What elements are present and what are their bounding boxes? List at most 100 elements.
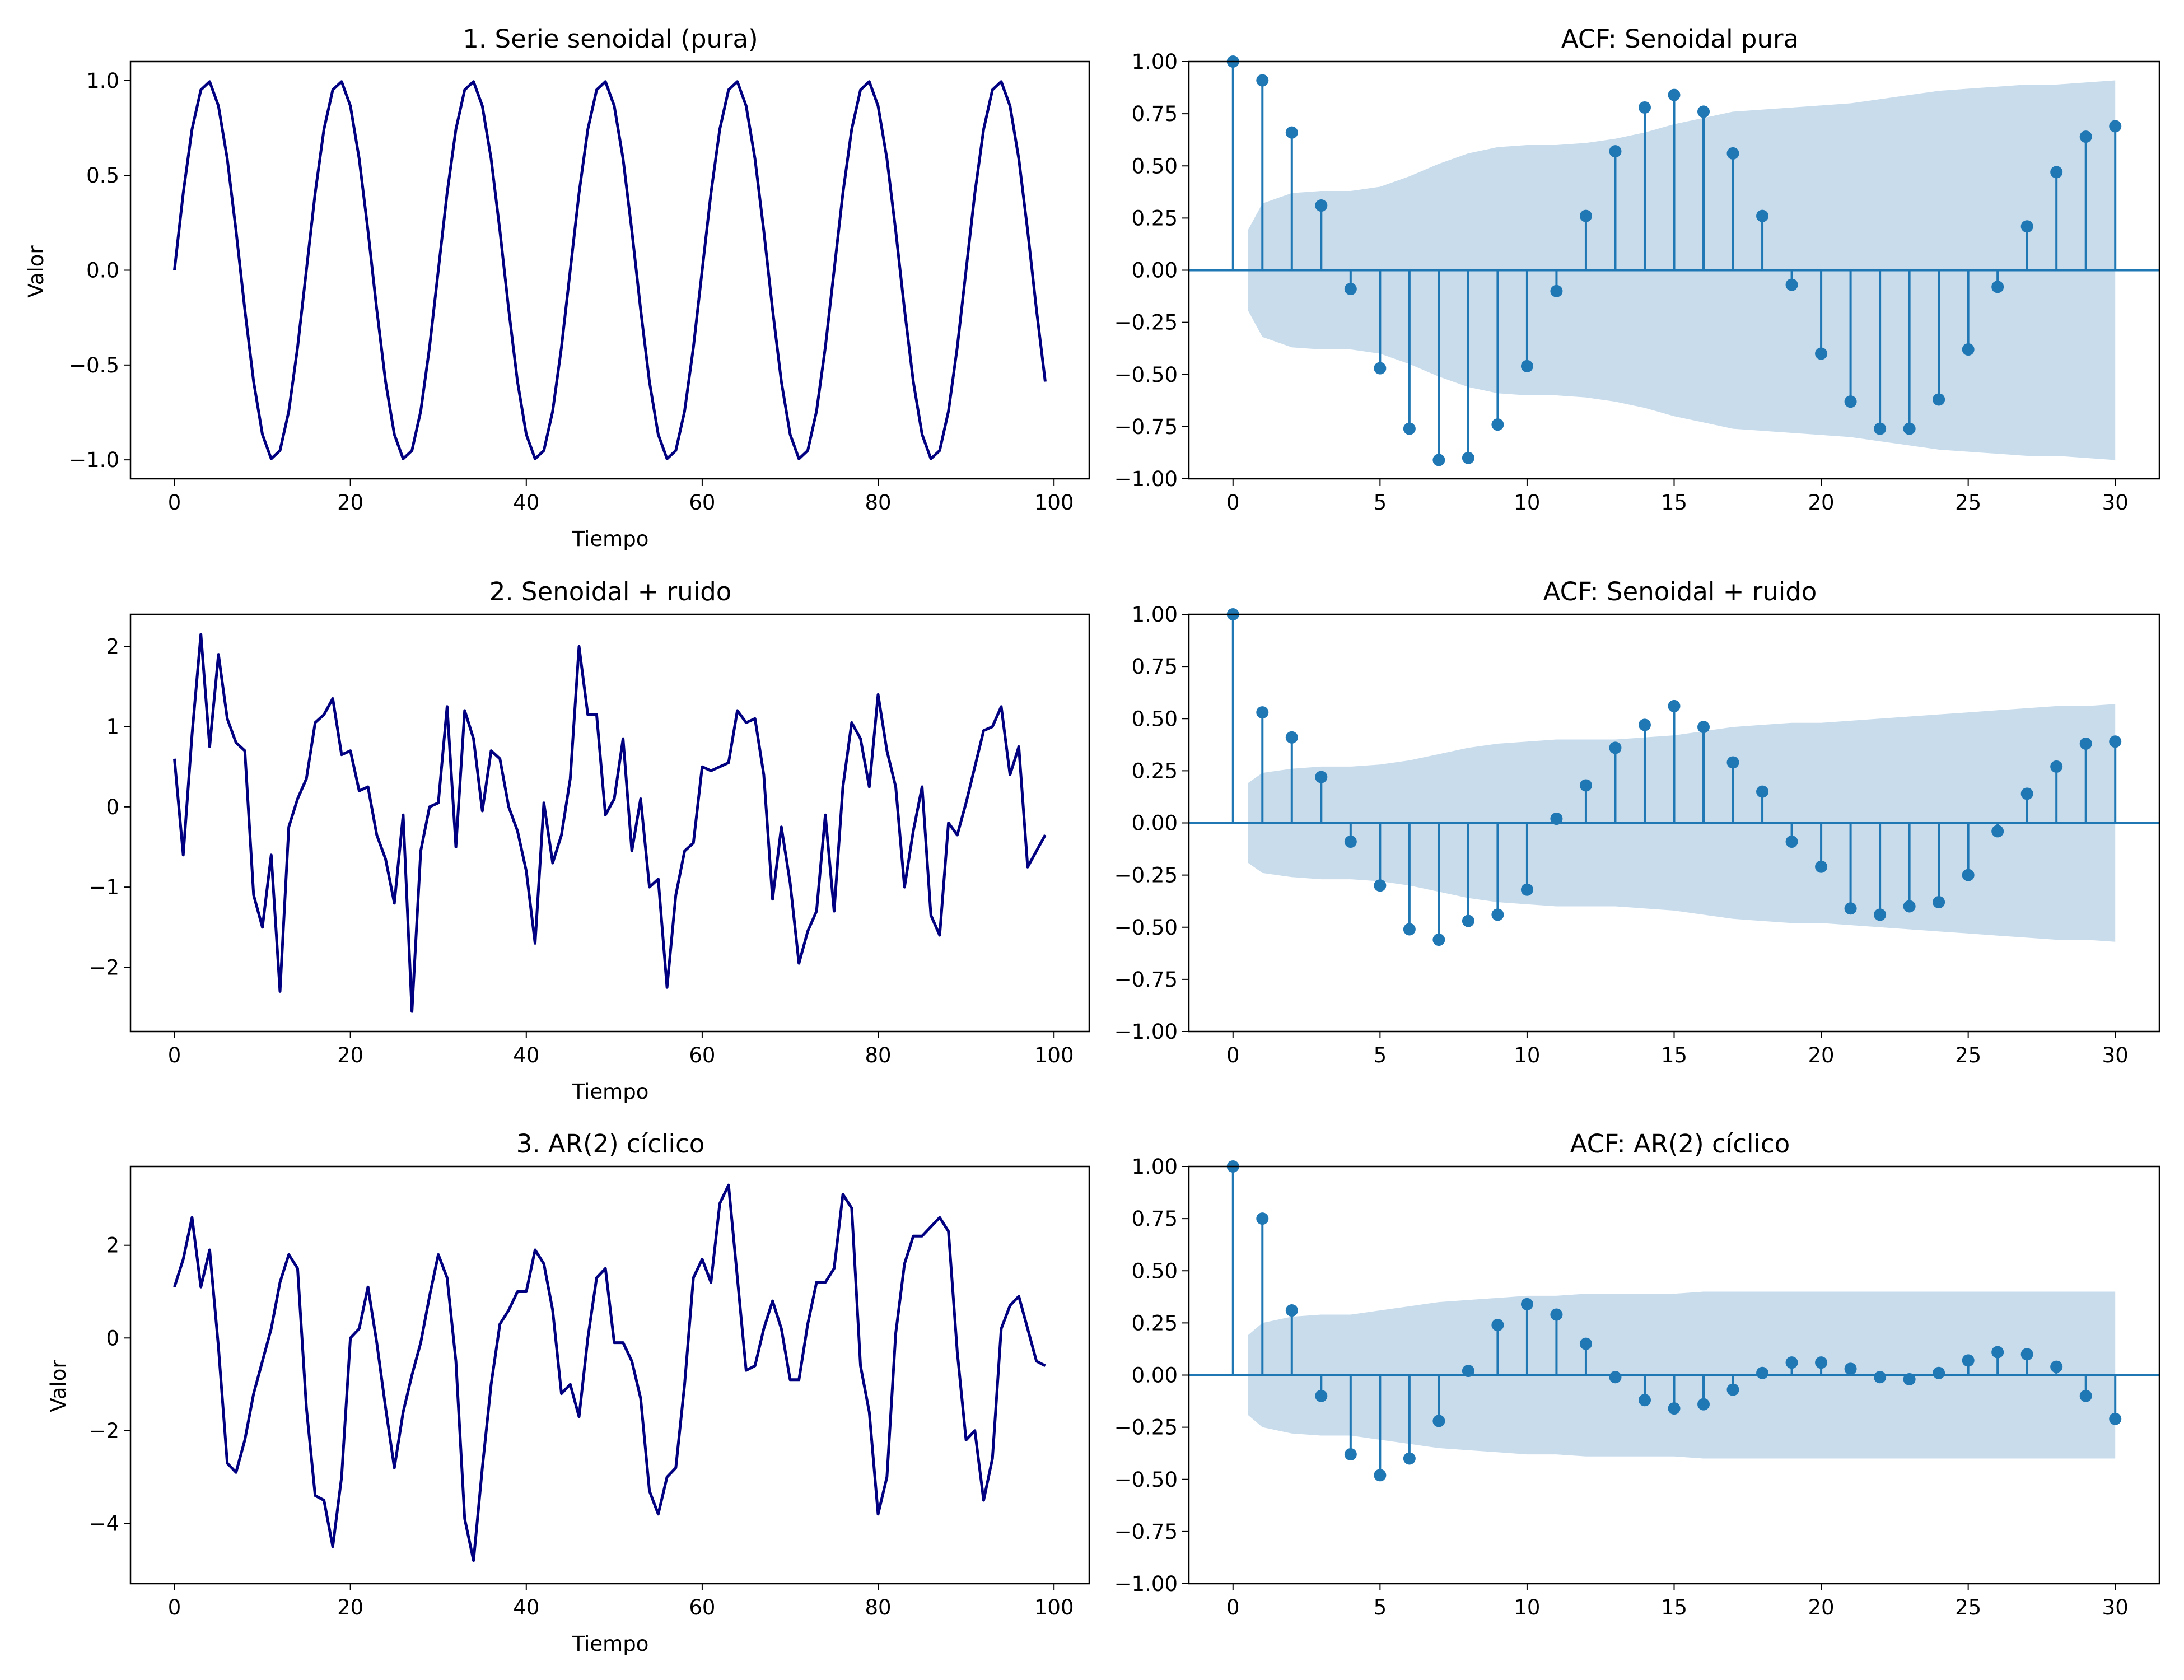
plot-area: 0 20 40 60 80 100 −2 −1 0 1 2 <box>88 613 1090 1067</box>
acf-marker <box>1756 209 1769 222</box>
acf-marker <box>1697 721 1710 734</box>
axes-frame <box>1188 1165 2160 1585</box>
acf-marker <box>1344 1448 1357 1461</box>
x-tick-label: 0 <box>1226 1595 1240 1620</box>
acf-marker <box>1815 860 1828 873</box>
acf-marker <box>1374 362 1387 375</box>
acf-marker <box>2020 1348 2033 1361</box>
x-tick-label: 0 <box>168 491 181 515</box>
x-tick-label: 80 <box>865 1043 891 1067</box>
acf-marker <box>2109 120 2122 133</box>
acf-marker <box>1874 1371 1887 1384</box>
acf-marker <box>1785 836 1798 848</box>
x-tick-label: 10 <box>1514 1595 1540 1620</box>
y-tick-label: −1.00 <box>1114 1020 1178 1044</box>
acf-marker <box>1315 1389 1328 1402</box>
acf-marker <box>1550 1308 1563 1321</box>
acf-marker <box>1668 88 1681 101</box>
acf-marker <box>1315 199 1328 212</box>
acf-marker <box>1815 1356 1828 1369</box>
y-tick-label: −1.0 <box>69 448 119 472</box>
x-tick-label: 15 <box>1661 1595 1687 1620</box>
acf-marker <box>1844 395 1857 408</box>
plot-area: 0 20 40 60 80 100 −4 −2 0 2 <box>88 1165 1090 1620</box>
acf-marker <box>1609 1371 1622 1384</box>
acf-marker <box>1844 1362 1857 1375</box>
y-tick-label: −0.5 <box>69 353 119 377</box>
acf-marker <box>1756 1366 1769 1379</box>
x-tick-label: 15 <box>1661 491 1687 515</box>
acf-marker <box>1668 1402 1681 1415</box>
acf-marker <box>1344 836 1357 848</box>
acf-marker <box>1726 756 1739 769</box>
acf-marker <box>1432 454 1445 466</box>
x-tick-label: 5 <box>1374 491 1387 515</box>
acf-marker <box>1638 1394 1651 1407</box>
x-tick-label: 15 <box>1661 1043 1687 1067</box>
acf-marker <box>1256 1212 1269 1225</box>
acf-marker <box>2050 166 2063 179</box>
y-tick-label: 1.0 <box>86 69 119 93</box>
acf-marker <box>1844 902 1857 915</box>
acf-marker <box>1903 422 1916 435</box>
y-tick-label: 1 <box>106 715 119 739</box>
acf-marker <box>2020 787 2033 800</box>
x-tick-label: 25 <box>1955 1595 1981 1620</box>
y-axis-label: Valor <box>24 245 48 298</box>
y-tick-label: 0.25 <box>1132 1311 1178 1335</box>
x-tick-label: 30 <box>2102 1595 2129 1620</box>
y-tick-label: 0.75 <box>1132 102 1178 126</box>
acf-marker <box>1579 779 1592 792</box>
y-tick-label: −1 <box>88 875 119 899</box>
acf-marker <box>1374 1469 1387 1482</box>
y-tick-label: −0.25 <box>1114 311 1178 335</box>
acf-marker <box>2050 1360 2063 1373</box>
acf-marker <box>1991 281 2004 293</box>
acf-marker <box>1491 418 1504 431</box>
y-tick-label: 0.50 <box>1132 1259 1178 1283</box>
y-tick-label: −0.75 <box>1114 415 1178 439</box>
x-tick-label: 10 <box>1514 491 1540 515</box>
acf-marker <box>2020 220 2033 233</box>
y-tick-label: −0.50 <box>1114 916 1178 940</box>
y-tick-label: −2 <box>88 955 119 979</box>
y-tick-label: 0.25 <box>1132 759 1178 783</box>
y-tick-label: −0.50 <box>1114 363 1178 387</box>
x-tick-label: 80 <box>865 1595 891 1620</box>
x-tick-label: 100 <box>1034 491 1074 515</box>
plot-area: 0 20 40 60 80 100 −1.0 −0.5 0.0 0.5 1.0 <box>69 60 1090 515</box>
y-axis-label: Valor <box>46 1360 71 1412</box>
acf-marker <box>1962 869 1975 881</box>
y-tick-label: 0.00 <box>1132 1364 1178 1388</box>
acf-marker <box>1520 1298 1533 1310</box>
acf-marker <box>2079 1389 2092 1402</box>
x-tick-label: 80 <box>865 491 891 515</box>
acf-marker <box>2109 735 2122 748</box>
series-line <box>173 633 1047 1013</box>
y-tick-label: 0.5 <box>86 164 119 188</box>
acf-marker <box>1726 147 1739 160</box>
acf-marker <box>1697 1398 1710 1411</box>
x-tick-label: 40 <box>513 1043 539 1067</box>
axes-frame <box>1188 60 2160 480</box>
acf-marker <box>1962 343 1975 356</box>
x-tick-label: 0 <box>1226 491 1240 515</box>
x-tick-label: 25 <box>1955 491 1981 515</box>
x-tick-label: 30 <box>2102 491 2129 515</box>
x-tick-label: 20 <box>1808 1043 1835 1067</box>
y-tick-label: −0.50 <box>1114 1468 1178 1492</box>
acf-marker <box>1609 741 1622 754</box>
subplot-title: 1. Serie senoidal (pura) <box>463 24 758 54</box>
subplot-title: ACF: AR(2) cíclico <box>1570 1129 1790 1159</box>
axes-frame <box>129 613 1090 1033</box>
y-tick-label: 0 <box>106 795 119 819</box>
acf-marker <box>2079 130 2092 143</box>
acf-marker <box>1756 785 1769 798</box>
x-tick-label: 40 <box>513 1595 539 1620</box>
acf-marker <box>1403 923 1416 936</box>
y-tick-label: −1.00 <box>1114 1572 1178 1596</box>
y-tick-label: 0.50 <box>1132 154 1178 178</box>
subplot-acf-senoidal-pura: ACF: Senoidal pura 0 5 10 15 20 25 30 −1.00 −0.7… <box>1114 24 2160 515</box>
acf-marker <box>1933 393 1945 406</box>
subplot-acf-ar2-ciclico: ACF: AR(2) cíclico 0 5 10 15 20 25 30 −1.00 −0.7… <box>1114 1129 2160 1620</box>
